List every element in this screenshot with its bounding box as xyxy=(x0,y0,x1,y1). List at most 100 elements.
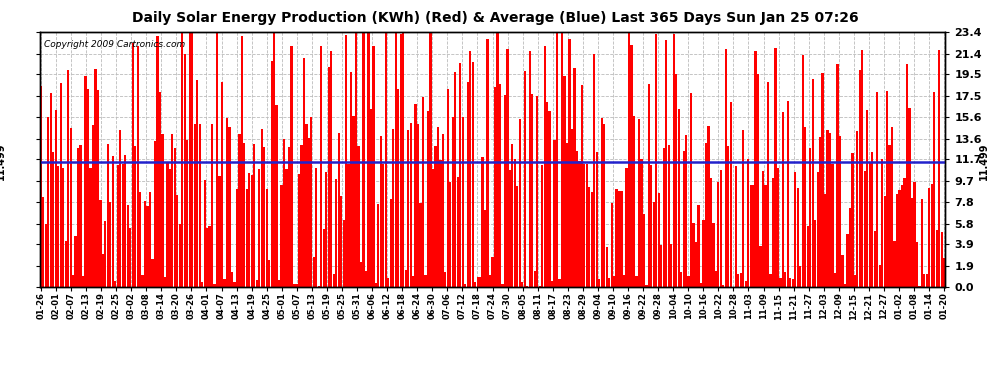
Bar xyxy=(405,270,407,287)
Bar xyxy=(422,97,424,287)
Bar xyxy=(672,34,675,287)
Bar xyxy=(647,84,650,287)
Bar xyxy=(685,135,687,287)
Bar xyxy=(898,190,901,287)
Bar xyxy=(516,186,519,287)
Bar xyxy=(901,185,903,287)
Bar xyxy=(390,199,392,287)
Bar xyxy=(638,118,641,287)
Bar xyxy=(117,165,119,287)
Bar xyxy=(330,51,333,287)
Bar xyxy=(858,70,861,287)
Bar xyxy=(568,39,570,287)
Bar xyxy=(848,208,851,287)
Bar xyxy=(921,199,923,287)
Bar xyxy=(318,286,320,287)
Bar xyxy=(129,228,132,287)
Bar xyxy=(466,82,469,287)
Bar xyxy=(285,169,288,287)
Bar xyxy=(712,223,715,287)
Bar xyxy=(843,284,846,287)
Bar xyxy=(77,148,79,287)
Bar xyxy=(819,136,822,287)
Bar xyxy=(221,82,223,287)
Bar xyxy=(631,45,633,287)
Bar xyxy=(524,71,526,287)
Bar xyxy=(613,276,615,287)
Bar xyxy=(211,124,213,287)
Bar xyxy=(834,273,837,287)
Bar xyxy=(491,257,494,287)
Bar xyxy=(481,157,484,287)
Bar xyxy=(253,144,255,287)
Bar xyxy=(54,110,56,287)
Bar xyxy=(280,184,283,287)
Bar xyxy=(347,164,349,287)
Bar xyxy=(420,203,422,287)
Bar xyxy=(45,225,47,287)
Bar xyxy=(109,202,112,287)
Bar xyxy=(566,142,568,287)
Bar xyxy=(675,74,677,287)
Bar xyxy=(328,67,330,287)
Bar xyxy=(904,178,906,287)
Bar xyxy=(360,262,362,287)
Bar xyxy=(199,124,201,287)
Bar xyxy=(655,34,657,287)
Text: Copyright 2009 Cartronics.com: Copyright 2009 Cartronics.com xyxy=(45,39,185,48)
Bar xyxy=(556,32,558,287)
Bar xyxy=(148,192,151,287)
Bar xyxy=(265,189,268,287)
Bar xyxy=(749,185,751,287)
Bar xyxy=(881,159,883,287)
Bar xyxy=(529,51,531,287)
Bar xyxy=(909,108,911,287)
Bar xyxy=(64,241,66,287)
Bar xyxy=(623,275,625,287)
Bar xyxy=(586,164,588,287)
Bar xyxy=(97,90,99,287)
Bar xyxy=(677,109,680,287)
Bar xyxy=(275,105,278,287)
Bar xyxy=(325,172,328,287)
Bar xyxy=(427,111,429,287)
Bar xyxy=(437,127,439,287)
Bar xyxy=(794,172,796,287)
Bar xyxy=(924,274,926,287)
Bar xyxy=(156,36,158,287)
Bar xyxy=(936,230,938,287)
Bar xyxy=(747,159,749,287)
Bar xyxy=(717,182,720,287)
Bar xyxy=(802,56,804,287)
Bar xyxy=(861,50,863,287)
Bar xyxy=(504,94,506,287)
Bar xyxy=(754,51,756,287)
Bar xyxy=(365,270,367,287)
Bar xyxy=(415,104,417,287)
Bar xyxy=(151,260,153,287)
Bar xyxy=(134,146,137,287)
Bar xyxy=(581,86,583,287)
Bar xyxy=(519,119,521,287)
Bar xyxy=(375,283,377,287)
Bar xyxy=(542,165,544,287)
Bar xyxy=(626,168,628,287)
Bar xyxy=(665,40,667,287)
Bar xyxy=(906,64,908,287)
Bar xyxy=(435,146,437,287)
Bar xyxy=(725,49,727,287)
Bar xyxy=(451,117,454,287)
Bar xyxy=(792,279,794,287)
Bar xyxy=(804,127,806,287)
Bar xyxy=(464,284,466,287)
Bar xyxy=(871,152,873,287)
Bar xyxy=(352,116,354,287)
Bar xyxy=(611,203,613,287)
Bar xyxy=(445,273,446,287)
Text: Daily Solar Energy Production (KWh) (Red) & Average (Blue) Last 365 Days Sun Jan: Daily Solar Energy Production (KWh) (Red… xyxy=(132,11,858,25)
Bar xyxy=(343,220,345,287)
Bar xyxy=(553,141,555,287)
Bar xyxy=(234,282,236,287)
Bar xyxy=(400,34,402,287)
Bar xyxy=(744,281,746,287)
